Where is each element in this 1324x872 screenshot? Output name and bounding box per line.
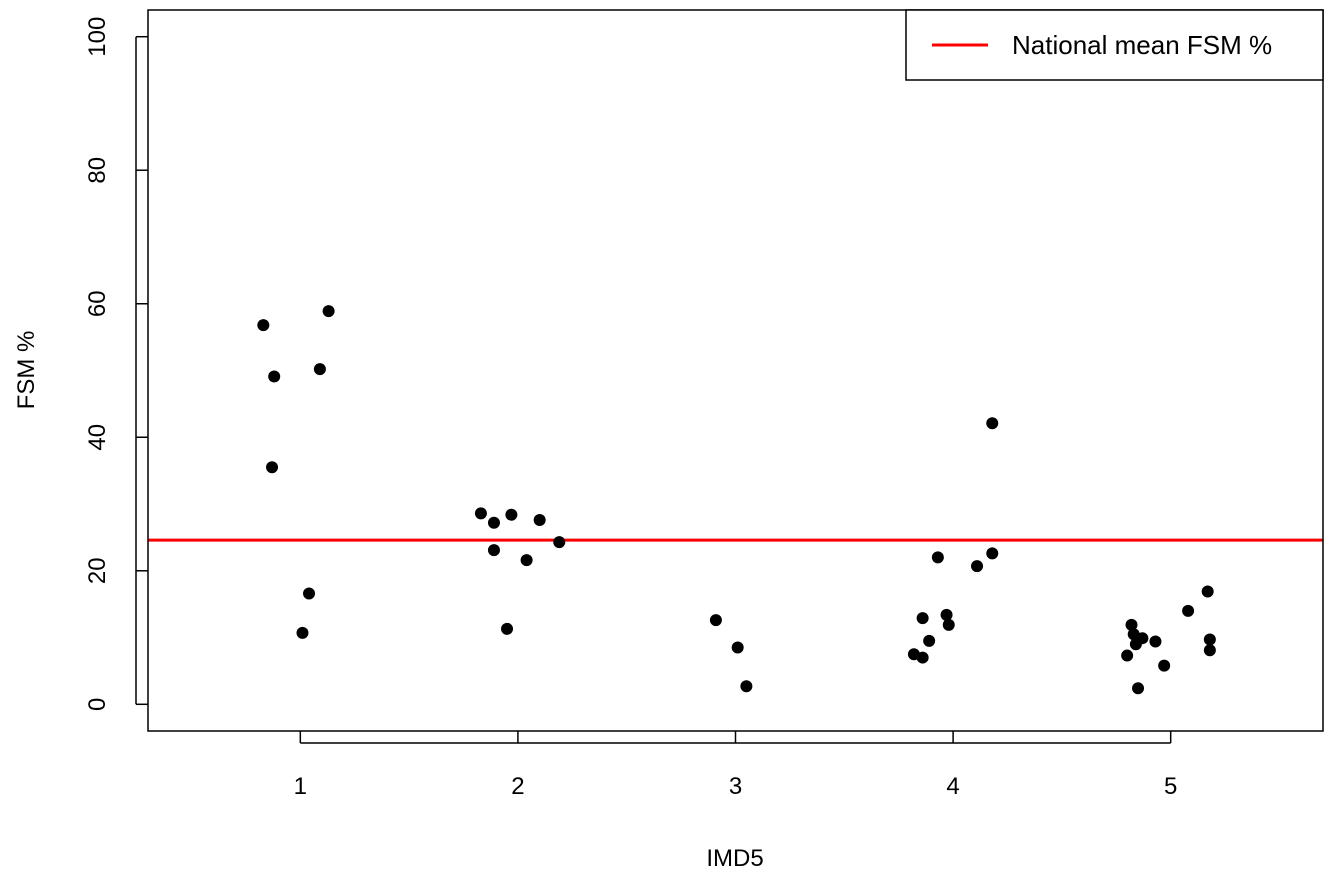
data-point	[1203, 644, 1216, 657]
data-point	[916, 651, 929, 664]
data-point	[916, 612, 929, 625]
data-point	[322, 305, 335, 318]
data-point	[1136, 632, 1149, 645]
x-axis: 1 2 3 4 5	[294, 731, 1177, 800]
y-tick-label: 0	[84, 698, 111, 711]
data-point	[931, 551, 944, 564]
data-point	[1201, 585, 1214, 598]
data-point	[923, 634, 936, 647]
data-point	[940, 608, 953, 621]
data-point	[1203, 633, 1216, 646]
data-point	[986, 547, 999, 560]
y-tick-label: 40	[84, 424, 111, 451]
data-point	[533, 514, 546, 527]
data-point	[709, 614, 722, 627]
x-tick-label: 3	[729, 773, 742, 800]
y-tick-label: 20	[84, 557, 111, 584]
y-tick-label: 80	[84, 157, 111, 184]
data-point	[487, 516, 500, 529]
data-point	[520, 554, 533, 567]
data-point	[1125, 618, 1138, 631]
y-axis: 0 20 40 60 80 100	[84, 17, 148, 711]
data-point	[553, 536, 566, 549]
x-tick-label: 2	[511, 773, 524, 800]
x-tick-label: 4	[946, 773, 959, 800]
data-point	[1182, 604, 1195, 617]
y-tick-label: 100	[84, 17, 111, 57]
data-point	[731, 641, 744, 654]
legend-label: National mean FSM %	[1012, 30, 1272, 60]
x-axis-label: IMD5	[706, 845, 763, 872]
data-point	[296, 626, 309, 639]
data-point	[1158, 659, 1171, 672]
data-point	[268, 370, 281, 383]
data-point	[474, 507, 487, 520]
data-point	[1121, 649, 1134, 662]
data-point	[487, 544, 500, 557]
x-tick-label: 1	[294, 773, 307, 800]
data-point	[942, 618, 955, 631]
data-point	[257, 319, 270, 332]
x-tick-label: 5	[1164, 773, 1177, 800]
plot-frame	[147, 9, 1324, 732]
data-point	[313, 363, 326, 376]
y-tick-label: 60	[84, 290, 111, 317]
data-points	[257, 305, 1216, 695]
data-point	[986, 417, 999, 430]
data-point	[266, 461, 279, 474]
data-point	[303, 587, 316, 600]
data-point	[505, 508, 518, 521]
legend: National mean FSM %	[905, 9, 1324, 81]
data-point	[740, 680, 753, 693]
data-point	[1149, 635, 1162, 648]
data-point	[1132, 682, 1145, 695]
data-point	[971, 560, 984, 573]
data-point	[501, 622, 514, 635]
y-axis-label: FSM %	[13, 331, 40, 410]
